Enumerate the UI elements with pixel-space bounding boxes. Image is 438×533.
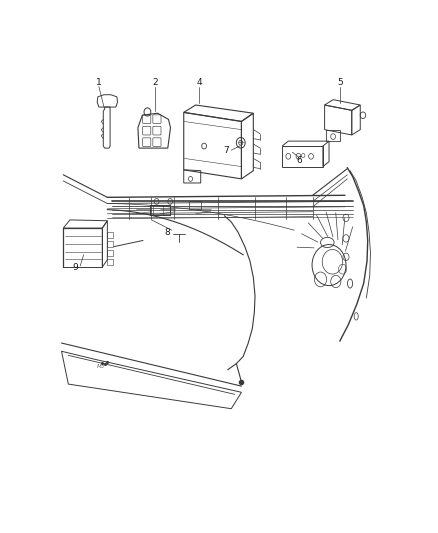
- Text: 2: 2: [152, 78, 158, 87]
- Text: 6: 6: [296, 156, 302, 165]
- Text: 9: 9: [72, 263, 78, 272]
- Text: 4: 4: [196, 78, 202, 87]
- Text: 1: 1: [96, 78, 102, 87]
- Bar: [189, 201, 201, 209]
- Bar: [107, 241, 113, 247]
- Text: 8: 8: [164, 228, 170, 237]
- Bar: [107, 232, 113, 238]
- Text: M3: M3: [97, 364, 106, 369]
- Text: 5: 5: [337, 78, 343, 87]
- Bar: [107, 260, 113, 265]
- Text: 7: 7: [223, 146, 229, 155]
- Bar: [107, 251, 113, 256]
